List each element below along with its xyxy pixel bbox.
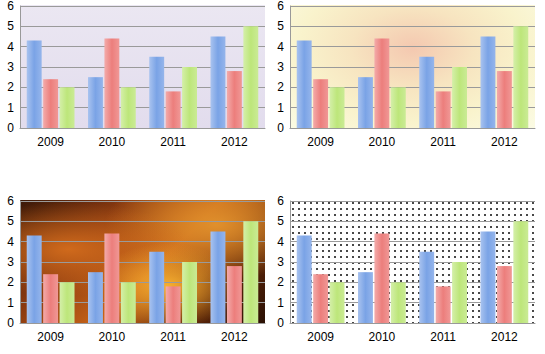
svg-text:2009: 2009 xyxy=(307,135,334,149)
svg-text:4: 4 xyxy=(7,40,14,54)
svg-text:6: 6 xyxy=(277,0,284,13)
svg-text:0: 0 xyxy=(277,121,284,135)
svg-text:2010: 2010 xyxy=(99,135,126,149)
svg-text:2011: 2011 xyxy=(160,330,186,344)
svg-text:0: 0 xyxy=(7,121,14,135)
svg-text:1: 1 xyxy=(277,101,284,115)
svg-text:2009: 2009 xyxy=(37,330,64,344)
svg-text:2012: 2012 xyxy=(221,330,248,344)
svg-text:2012: 2012 xyxy=(491,135,518,149)
svg-text:1: 1 xyxy=(277,296,284,310)
svg-text:2010: 2010 xyxy=(99,330,126,344)
svg-text:2010: 2010 xyxy=(369,135,396,149)
svg-text:0: 0 xyxy=(277,316,284,330)
svg-text:5: 5 xyxy=(7,19,14,33)
svg-text:2011: 2011 xyxy=(430,330,456,344)
svg-text:1: 1 xyxy=(7,296,14,310)
svg-text:2012: 2012 xyxy=(221,135,248,149)
svg-text:5: 5 xyxy=(7,214,14,228)
svg-text:3: 3 xyxy=(277,60,284,74)
svg-text:2009: 2009 xyxy=(307,330,334,344)
svg-text:6: 6 xyxy=(277,195,284,208)
svg-text:2011: 2011 xyxy=(160,135,186,149)
svg-text:4: 4 xyxy=(7,235,14,249)
svg-text:5: 5 xyxy=(277,214,284,228)
svg-text:6: 6 xyxy=(7,0,14,13)
svg-text:2: 2 xyxy=(277,275,284,289)
svg-text:6: 6 xyxy=(7,195,14,208)
svg-text:2011: 2011 xyxy=(430,135,456,149)
svg-text:2: 2 xyxy=(7,275,14,289)
svg-text:5: 5 xyxy=(277,19,284,33)
svg-text:1: 1 xyxy=(7,101,14,115)
svg-text:3: 3 xyxy=(7,60,14,74)
svg-text:0: 0 xyxy=(7,316,14,330)
svg-text:4: 4 xyxy=(277,235,284,249)
svg-text:3: 3 xyxy=(7,255,14,269)
svg-text:2: 2 xyxy=(277,80,284,94)
svg-text:3: 3 xyxy=(277,255,284,269)
svg-text:2009: 2009 xyxy=(37,135,64,149)
svg-text:2: 2 xyxy=(7,80,14,94)
svg-text:2010: 2010 xyxy=(369,330,396,344)
svg-text:2012: 2012 xyxy=(491,330,518,344)
svg-text:4: 4 xyxy=(277,40,284,54)
